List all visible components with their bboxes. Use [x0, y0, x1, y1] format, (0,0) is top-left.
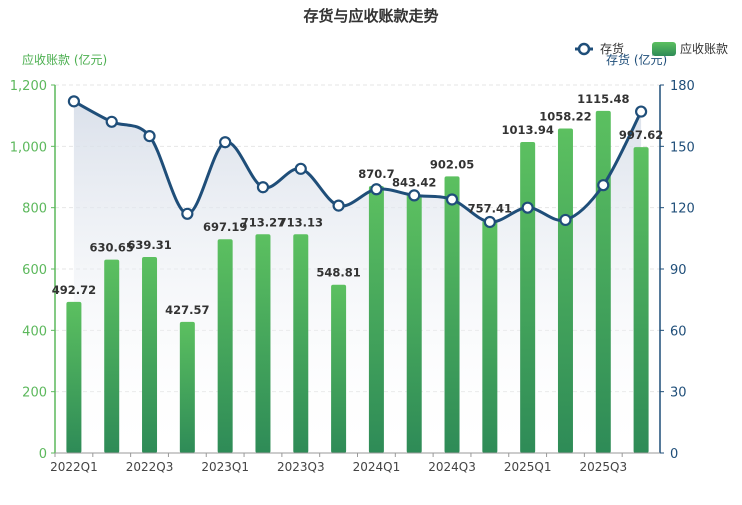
bar-value-label: 1013.94: [501, 123, 553, 137]
bar-value-label: 1115.48: [577, 92, 629, 106]
bar-value-label: 713.13: [279, 215, 323, 229]
bar-value-label: 902.05: [430, 157, 474, 171]
axes: 0 200 400 600 800 1,000 1,200 0 30 60 90 120 150 180 2…: [10, 79, 695, 474]
right-tick-label: 0: [670, 447, 678, 462]
right-tick-label: 150: [670, 140, 695, 155]
x-tick-label: 2024Q3: [428, 460, 476, 474]
receivables-bar[interactable]: [482, 220, 498, 453]
receivables-bars: [66, 110, 649, 454]
receivables-bar[interactable]: [557, 128, 573, 454]
right-tick-label: 60: [670, 324, 687, 339]
legend-bar-symbol: [652, 42, 676, 56]
bar-value-label: 870.7: [358, 167, 394, 181]
x-tick-label: 2025Q1: [504, 460, 552, 474]
bar-value-label: 997.62: [619, 128, 663, 142]
inventory-point[interactable]: [559, 213, 572, 227]
inventory-line-path: [73, 100, 643, 224]
legend-label-receivables: 应收账款: [680, 41, 728, 56]
receivables-bar[interactable]: [217, 239, 233, 453]
inventory-point[interactable]: [408, 189, 421, 202]
receivables-bar[interactable]: [368, 185, 384, 453]
receivables-bar[interactable]: [595, 110, 611, 453]
receivables-bar[interactable]: [331, 284, 347, 453]
receivables-bar[interactable]: [104, 259, 120, 453]
inventory-area: [73, 101, 642, 453]
left-tick-label: 1,000: [10, 140, 47, 155]
legend-circle-symbol: [577, 42, 591, 56]
inventory-point[interactable]: [143, 130, 156, 143]
bar-value-label: 548.81: [316, 266, 360, 280]
legend-item-receivables[interactable]: 应收账款: [652, 41, 728, 56]
chart-title: 存货与应收账款走势: [303, 7, 438, 25]
inventory-point[interactable]: [634, 105, 648, 118]
inventory-line: [67, 95, 648, 229]
receivables-bar[interactable]: [293, 234, 309, 453]
left-tick-label: 200: [22, 386, 47, 401]
receivables-bar[interactable]: [142, 256, 158, 453]
left-tick-label: 400: [22, 324, 47, 339]
inventory-point[interactable]: [219, 136, 232, 149]
inventory-point[interactable]: [332, 199, 345, 212]
receivables-bar[interactable]: [66, 301, 82, 453]
left-tick-label: 800: [22, 202, 47, 217]
receivables-bar[interactable]: [444, 176, 460, 453]
inventory-point[interactable]: [483, 215, 496, 229]
x-tick-label: 2022Q3: [126, 460, 174, 474]
bar-value-label: 639.31: [127, 238, 171, 252]
receivables-bar[interactable]: [633, 147, 649, 453]
inventory-point[interactable]: [67, 95, 81, 108]
inventory-point[interactable]: [181, 207, 194, 220]
bar-value-label: 757.41: [468, 202, 512, 216]
x-tick-label: 2023Q3: [277, 460, 325, 474]
bar-value-label: 630.65: [90, 241, 134, 255]
receivables-bar[interactable]: [406, 194, 422, 453]
right-tick-label: 30: [670, 386, 687, 401]
receivables-bar[interactable]: [179, 321, 195, 453]
inventory-point[interactable]: [294, 162, 307, 175]
bar-value-label: 843.42: [392, 175, 436, 189]
inventory-point[interactable]: [597, 179, 610, 192]
legend[interactable]: 存货 应收账款: [575, 41, 728, 56]
left-axis-name: 应收账款 (亿元): [22, 52, 107, 67]
right-axis-name: 存货 (亿元): [606, 52, 667, 67]
bar-value-label: 492.72: [52, 283, 96, 297]
x-tick-label: 2023Q1: [201, 460, 249, 474]
inventory-point[interactable]: [370, 183, 383, 196]
right-tick-label: 90: [670, 263, 687, 278]
bar-value-label: 1058.22: [539, 109, 591, 123]
left-tick-label: 600: [22, 263, 47, 278]
x-tick-label: 2024Q1: [353, 460, 401, 474]
legend-label-inventory: 存货: [600, 41, 624, 56]
left-tick-label: 1,200: [10, 79, 47, 94]
receivables-bar[interactable]: [520, 142, 536, 453]
inventory-point[interactable]: [105, 115, 118, 128]
bar-value-label: 713.27: [241, 215, 285, 229]
x-tick-label: 2025Q3: [579, 460, 627, 474]
right-tick-label: 180: [670, 79, 695, 94]
receivables-bar[interactable]: [255, 234, 271, 453]
inventory-point[interactable]: [521, 201, 534, 214]
right-tick-label: 120: [670, 202, 695, 217]
x-tick-label: 2022Q1: [50, 460, 98, 474]
inventory-point[interactable]: [256, 181, 270, 194]
inventory-area-fill: [73, 101, 642, 453]
legend-item-inventory[interactable]: 存货: [575, 41, 624, 56]
bar-value-label: 697.19: [203, 220, 247, 234]
left-tick-label: 0: [39, 447, 47, 462]
bar-value-label: 427.57: [165, 303, 209, 317]
inventory-point[interactable]: [445, 193, 459, 206]
